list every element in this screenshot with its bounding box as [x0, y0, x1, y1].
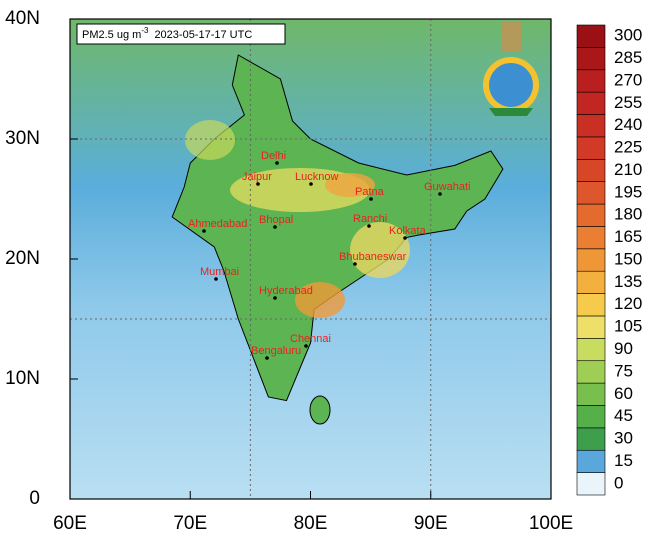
- city-dot: [214, 277, 218, 281]
- imd-logo-center: [489, 63, 533, 107]
- city-label: Bengaluru: [251, 345, 301, 357]
- city-label: Chennai: [290, 333, 331, 345]
- city-dot: [265, 356, 269, 360]
- haze-plume: [185, 120, 235, 160]
- colorbar-label: 180: [614, 205, 642, 224]
- city-dot: [273, 296, 277, 300]
- colorbar-box: [576, 24, 606, 48]
- haze-core: [295, 282, 345, 318]
- colorbar-box: [576, 293, 606, 317]
- y-tick-label: 30N: [5, 128, 40, 149]
- colorbar-label: 120: [614, 294, 642, 313]
- colorbar-label: 255: [614, 93, 642, 112]
- city-dot: [403, 236, 407, 240]
- x-tick-label: 60E: [53, 513, 87, 534]
- colorbar-box: [576, 315, 606, 339]
- city-label: Hyderabad: [259, 285, 313, 297]
- colorbar-label: 225: [614, 138, 642, 157]
- y-tick-label: 40N: [5, 8, 40, 29]
- emblem: [483, 22, 539, 116]
- map-area: [70, 19, 551, 499]
- colorbar-label: 270: [614, 70, 642, 89]
- title-time: 2023-05-17-17 UTC: [154, 29, 252, 41]
- y-tick-label: 10N: [5, 368, 40, 389]
- colorbar-box: [576, 382, 606, 406]
- city-dot: [369, 197, 373, 201]
- haze-core: [325, 173, 375, 197]
- imd-logo-ribbon: [489, 108, 533, 116]
- title-box: [76, 23, 286, 45]
- title-variable: PM2.5 ug m: [82, 29, 141, 41]
- colorbar-box: [576, 203, 606, 227]
- colorbar-label: 75: [614, 361, 633, 380]
- city-label: Patna: [355, 186, 385, 198]
- city-dot: [438, 192, 442, 196]
- y-tick-label: 0: [29, 488, 40, 509]
- city-dot: [273, 225, 277, 229]
- colorbar-label: 165: [614, 227, 642, 246]
- colorbar-box: [576, 472, 606, 496]
- city-dot: [304, 344, 308, 348]
- colorbar-box: [576, 181, 606, 205]
- colorbar-box: [576, 91, 606, 115]
- city-label: Kolkata: [389, 225, 427, 237]
- y-tick-label: 20N: [5, 248, 40, 269]
- city-label: Jaipur: [242, 171, 272, 183]
- colorbar-box: [576, 226, 606, 250]
- colorbar-box: [576, 248, 606, 272]
- colorbar-label: 105: [614, 317, 642, 336]
- city-label: Delhi: [261, 150, 286, 162]
- colorbar-box: [576, 360, 606, 384]
- colorbar-label: 90: [614, 339, 633, 358]
- colorbar-box: [576, 69, 606, 93]
- colorbar-label: 135: [614, 272, 642, 291]
- colorbar-box: [576, 427, 606, 451]
- x-tick-label: 90E: [414, 513, 448, 534]
- sri-lanka: [309, 395, 331, 425]
- colorbar-label: 285: [614, 48, 642, 67]
- colorbar-label: 30: [614, 429, 633, 448]
- colorbar-box: [576, 136, 606, 160]
- city-label: Bhopal: [259, 214, 293, 226]
- title-exponent: -3: [141, 26, 149, 35]
- x-tick-label: 70E: [173, 513, 207, 534]
- city-dot: [202, 229, 206, 233]
- colorbar-label: 60: [614, 384, 633, 403]
- colorbar-label: 300: [614, 26, 642, 45]
- colorbar-label: 210: [614, 160, 642, 179]
- colorbar-label: 240: [614, 115, 642, 134]
- colorbar-label: 195: [614, 182, 642, 201]
- india-landmass: [171, 54, 504, 402]
- city-dot: [353, 262, 357, 266]
- title: PM2.5 ug m-3 2023-05-17-17 UTC: [82, 26, 252, 41]
- haze-plume: [350, 222, 410, 278]
- city-label: Bhubaneswar: [339, 251, 407, 263]
- city-label: Guwahati: [424, 181, 470, 193]
- city-dot: [275, 161, 279, 165]
- colorbar-box: [576, 47, 606, 71]
- colorbar-label: 150: [614, 249, 642, 268]
- colorbar-box: [576, 158, 606, 182]
- city-label: Ranchi: [353, 213, 387, 225]
- colorbar-label: 45: [614, 406, 633, 425]
- state-emblem: [501, 22, 521, 52]
- city-dot: [367, 224, 371, 228]
- colorbar-box: [576, 449, 606, 473]
- city-label: Mumbai: [200, 266, 239, 278]
- colorbar-box: [576, 270, 606, 294]
- colorbar-label: 0: [614, 473, 623, 492]
- colorbar-box: [576, 338, 606, 362]
- colorbar-label: 15: [614, 451, 633, 470]
- x-tick-label: 80E: [294, 513, 328, 534]
- city-dot: [256, 182, 260, 186]
- city-label: Ahmedabad: [188, 218, 247, 230]
- city-dot: [309, 182, 313, 186]
- x-tick-label: 100E: [529, 513, 573, 534]
- colorbar-box: [576, 405, 606, 429]
- city-label: Lucknow: [295, 171, 338, 183]
- colorbar-box: [576, 114, 606, 138]
